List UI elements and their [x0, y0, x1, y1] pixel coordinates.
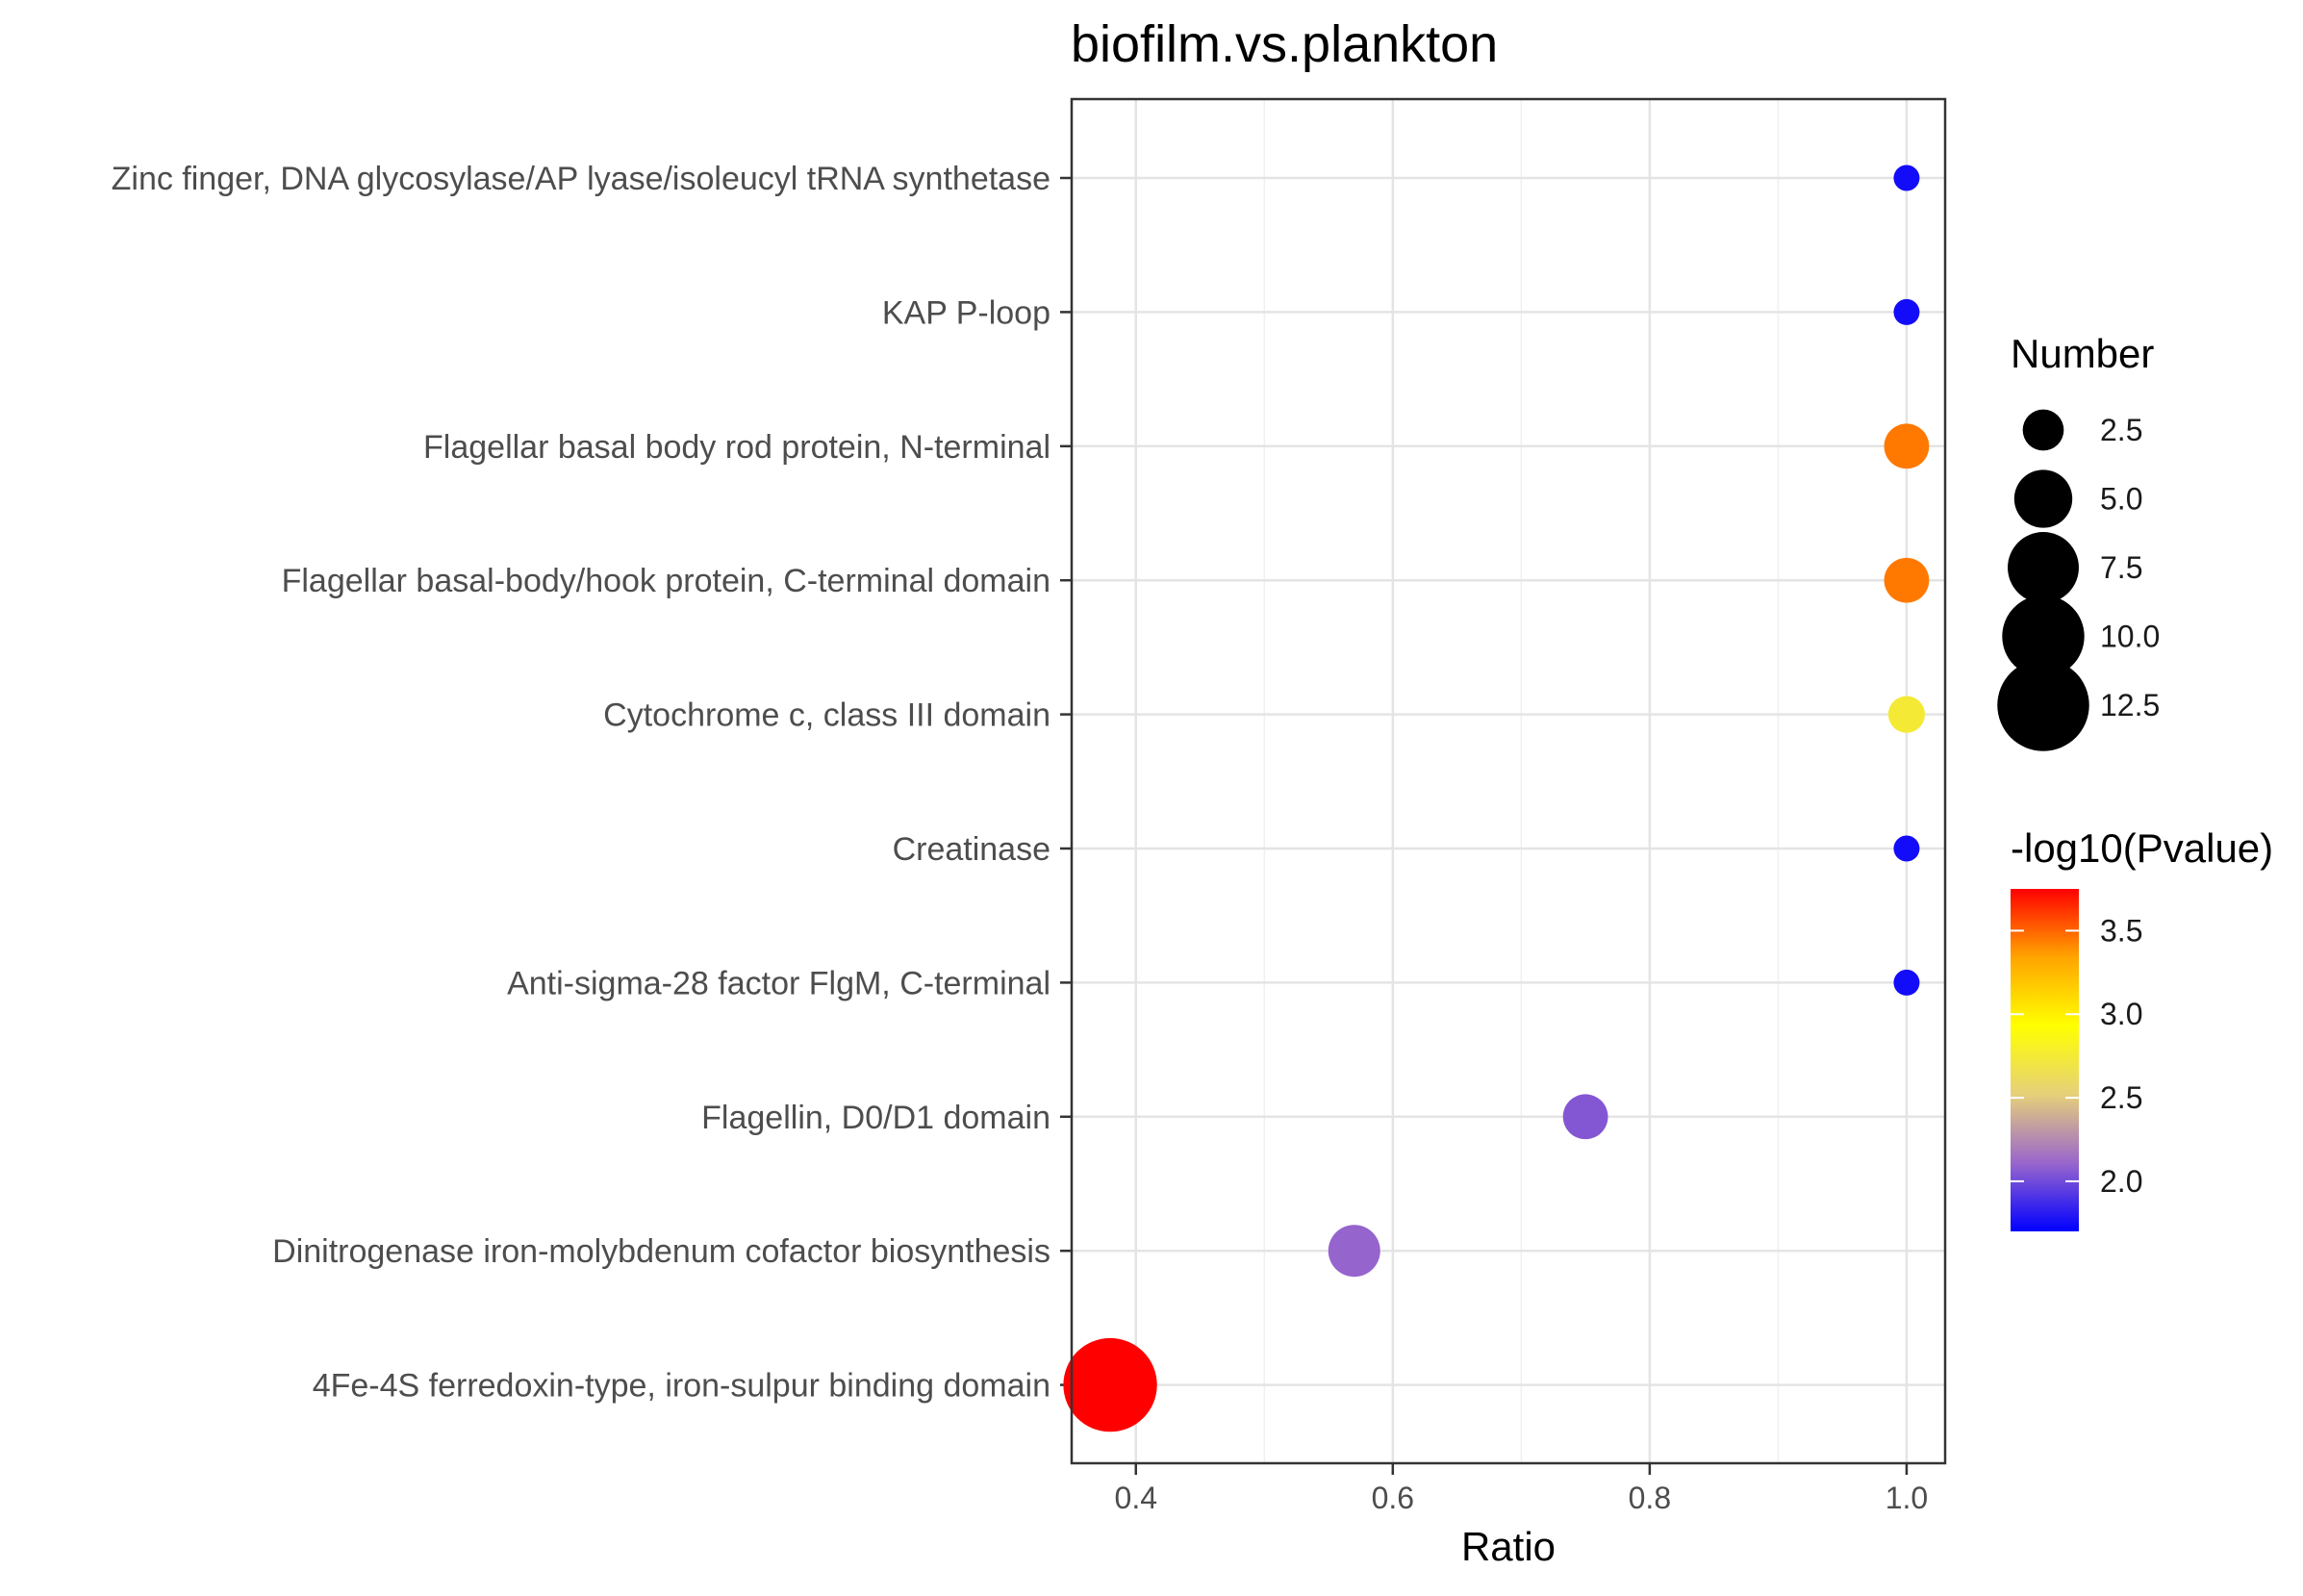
category-label: Anti-sigma-28 factor FlgM, C-terminal [507, 965, 1050, 1001]
grid-lines [1072, 99, 1945, 1463]
category-label: Flagellar basal-body/hook protein, C-ter… [282, 563, 1050, 599]
category-label: KAP P-loop [882, 294, 1050, 331]
color-legend-label: 3.5 [2100, 913, 2142, 948]
data-points [1063, 165, 1930, 1432]
color-legend-label: 2.0 [2100, 1164, 2142, 1199]
category-label: Dinitrogenase iron-molybdenum cofactor b… [272, 1233, 1050, 1270]
size-legend-key [2022, 409, 2064, 451]
category-label: Cytochrome c, class III domain [603, 697, 1050, 734]
category-label: 4Fe-4S ferredoxin-type, iron-sulpur bind… [313, 1368, 1050, 1405]
category-label: Creatinase [893, 831, 1050, 868]
data-point [1893, 165, 1920, 191]
x-axis-title: Ratio [1461, 1524, 1556, 1569]
data-point [1063, 1337, 1157, 1432]
category-label: Flagellar basal body rod protein, N-term… [423, 429, 1050, 466]
plot-panel-border [1070, 97, 1947, 1465]
size-legend-key [2002, 595, 2085, 678]
category-label: Zinc finger, DNA glycosylase/AP lyase/is… [112, 161, 1050, 197]
size-legend-key [2008, 532, 2079, 603]
x-tick-label: 1.0 [1885, 1481, 1928, 1515]
data-point [1562, 1094, 1608, 1140]
size-legend-label: 12.5 [2100, 688, 2160, 722]
x-tick-label: 0.4 [1115, 1481, 1157, 1515]
x-tick-label: 0.6 [1372, 1481, 1414, 1515]
category-label: Flagellin, D0/D1 domain [701, 1100, 1050, 1136]
data-point [1884, 423, 1930, 469]
color-legend-title: -log10(Pvalue) [2011, 825, 2273, 871]
size-legend: Number 2.5 5.0 7.5 10.0 12.5 [1997, 331, 2160, 751]
data-point [1893, 835, 1920, 862]
size-legend-label: 2.5 [2100, 413, 2142, 447]
size-legend-key [1997, 659, 2089, 751]
category-axis: Zinc finger, DNA glycosylase/AP lyase/is… [112, 161, 1072, 1405]
size-legend-title: Number [2011, 331, 2154, 376]
data-point [1893, 969, 1920, 996]
x-axis: 0.4 0.6 0.8 1.0 [1115, 1463, 1928, 1515]
data-point [1887, 696, 1926, 733]
data-point [1328, 1225, 1380, 1278]
color-legend-label: 3.0 [2100, 997, 2142, 1031]
size-legend-label: 7.5 [2100, 550, 2142, 585]
size-legend-label: 5.0 [2100, 482, 2142, 517]
color-legend: -log10(Pvalue) 3.5 3.0 2.5 2.0 [2011, 825, 2273, 1231]
color-legend-bar [2011, 889, 2079, 1231]
chart-title: biofilm.vs.plankton [1071, 15, 1498, 73]
data-point [1893, 298, 1920, 325]
size-legend-key [2013, 469, 2073, 528]
data-point [1884, 557, 1930, 603]
x-tick-label: 0.8 [1629, 1481, 1671, 1515]
color-legend-label: 2.5 [2100, 1080, 2142, 1115]
size-legend-label: 10.0 [2100, 620, 2160, 654]
